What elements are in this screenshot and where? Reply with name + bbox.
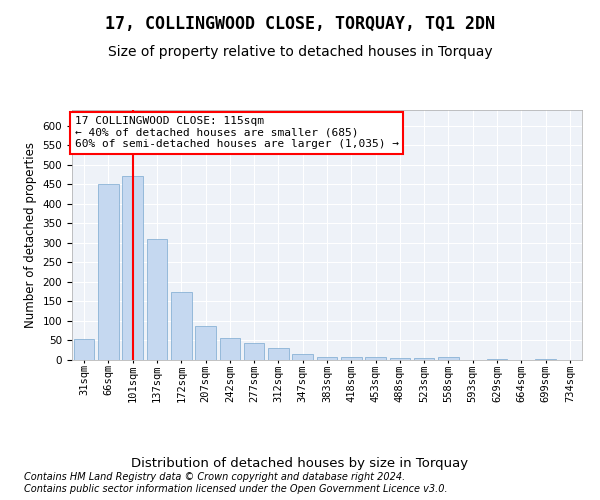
Text: Contains HM Land Registry data © Crown copyright and database right 2024.: Contains HM Land Registry data © Crown c… xyxy=(24,472,405,482)
Bar xyxy=(487,359,508,360)
Bar xyxy=(171,292,191,360)
Bar xyxy=(292,354,313,360)
Bar xyxy=(365,358,386,360)
Text: Distribution of detached houses by size in Torquay: Distribution of detached houses by size … xyxy=(131,458,469,470)
Text: 17 COLLINGWOOD CLOSE: 115sqm
← 40% of detached houses are smaller (685)
60% of s: 17 COLLINGWOOD CLOSE: 115sqm ← 40% of de… xyxy=(74,116,398,150)
Bar xyxy=(98,184,119,360)
Bar xyxy=(195,326,216,360)
Text: 17, COLLINGWOOD CLOSE, TORQUAY, TQ1 2DN: 17, COLLINGWOOD CLOSE, TORQUAY, TQ1 2DN xyxy=(105,15,495,33)
Bar xyxy=(220,338,240,360)
Bar xyxy=(74,340,94,360)
Bar xyxy=(146,239,167,360)
Bar xyxy=(535,359,556,360)
Text: Size of property relative to detached houses in Torquay: Size of property relative to detached ho… xyxy=(107,45,493,59)
Bar xyxy=(438,358,459,360)
Bar xyxy=(122,176,143,360)
Bar xyxy=(317,357,337,360)
Bar xyxy=(341,358,362,360)
Y-axis label: Number of detached properties: Number of detached properties xyxy=(24,142,37,328)
Bar xyxy=(244,343,265,360)
Bar xyxy=(268,348,289,360)
Bar xyxy=(414,358,434,360)
Bar xyxy=(389,358,410,360)
Text: Contains public sector information licensed under the Open Government Licence v3: Contains public sector information licen… xyxy=(24,484,448,494)
